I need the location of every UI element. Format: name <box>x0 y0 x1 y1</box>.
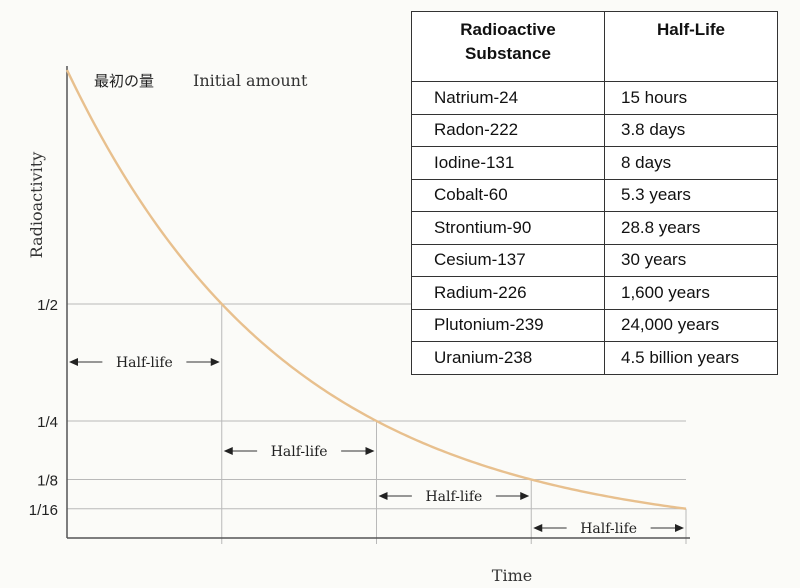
half-life-span: Half-life <box>378 489 530 505</box>
half-life-table: Radioactive Substance Half-Life Natrium-2… <box>411 11 778 375</box>
table-row: Strontium-90 28.8 years <box>411 211 778 245</box>
arrow-left-icon <box>533 524 543 532</box>
arrow-right-icon <box>675 524 684 532</box>
y-axis-label: Radioactivity <box>27 152 46 259</box>
half-life-cell: 15 hours <box>604 81 778 115</box>
y-tick-label: 1/8 <box>37 473 58 490</box>
initial-amount-label: Initial amount <box>193 71 308 90</box>
substance-cell: Strontium-90 <box>411 211 605 245</box>
half-life-cell: 30 years <box>604 243 778 277</box>
half-life-cell: 24,000 years <box>604 308 778 342</box>
half-life-span: Half-life <box>223 444 375 460</box>
table-row: Cobalt-60 5.3 years <box>411 178 778 212</box>
header-substance: Radioactive Substance <box>411 11 605 82</box>
table-header-row: Radioactive Substance Half-Life <box>411 11 778 82</box>
arrow-right-icon <box>520 492 530 500</box>
table-row: Cesium-137 30 years <box>411 243 778 277</box>
y-tick-label: 1/16 <box>29 502 58 519</box>
half-life-label: Half-life <box>580 521 637 537</box>
initial-amount-label-jp: 最初の量 <box>94 72 154 90</box>
arrow-left-icon <box>223 447 233 455</box>
x-axis-label: Time <box>492 566 532 585</box>
substance-cell: Iodine-131 <box>411 146 605 180</box>
table-row: Radon-222 3.8 days <box>411 113 778 147</box>
half-life-label: Half-life <box>116 355 173 371</box>
substance-cell: Radium-226 <box>411 276 605 310</box>
arrow-right-icon <box>365 447 375 455</box>
y-tick-label: 1/2 <box>37 297 58 314</box>
half-life-cell: 28.8 years <box>604 211 778 245</box>
table-row: Iodine-131 8 days <box>411 146 778 180</box>
substance-cell: Uranium-238 <box>411 341 605 375</box>
table-row: Plutonium-239 24,000 years <box>411 308 778 342</box>
y-tick-label: 1/4 <box>37 414 58 431</box>
half-life-cell: 3.8 days <box>604 113 778 147</box>
substance-cell: Natrium-24 <box>411 81 605 115</box>
substance-cell: Cesium-137 <box>411 243 605 277</box>
arrow-left-icon <box>69 358 78 366</box>
substance-cell: Cobalt-60 <box>411 178 605 212</box>
half-life-cell: 4.5 billion years <box>604 341 778 375</box>
arrow-right-icon <box>210 358 220 366</box>
half-life-cell: 5.3 years <box>604 178 778 212</box>
header-half-life: Half-Life <box>604 11 778 82</box>
half-life-cell: 1,600 years <box>604 276 778 310</box>
arrow-left-icon <box>378 492 388 500</box>
half-life-span: Half-life <box>533 521 684 537</box>
table-row: Radium-226 1,600 years <box>411 276 778 310</box>
substance-cell: Radon-222 <box>411 113 605 147</box>
half-life-label: Half-life <box>425 489 482 505</box>
table-row: Natrium-24 15 hours <box>411 81 778 115</box>
table-row: Uranium-238 4.5 billion years <box>411 341 778 375</box>
half-life-span: Half-life <box>69 355 220 371</box>
substance-cell: Plutonium-239 <box>411 308 605 342</box>
half-life-label: Half-life <box>271 444 328 460</box>
half-life-cell: 8 days <box>604 146 778 180</box>
